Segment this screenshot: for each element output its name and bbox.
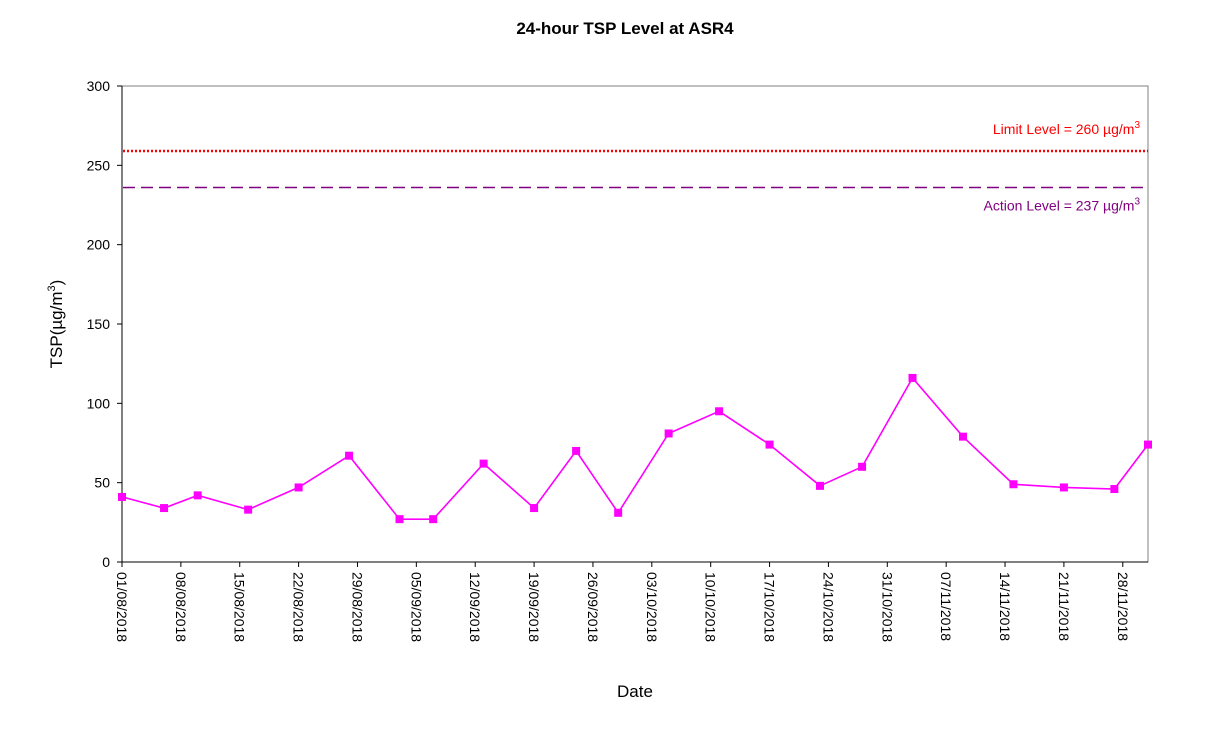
data-point	[345, 451, 354, 460]
y-tick-label: 100	[87, 395, 111, 411]
x-tick-label: 01/08/2018	[114, 572, 130, 642]
data-point	[715, 407, 724, 416]
data-point	[664, 429, 673, 438]
x-tick-label: 08/08/2018	[173, 572, 189, 642]
data-point	[193, 491, 202, 500]
data-point	[160, 504, 169, 513]
x-tick-label: 15/08/2018	[232, 572, 248, 642]
reference-lines: Limit Level = 260 µg/m3 Action Level = 23…	[123, 120, 1148, 214]
x-tick-label: 05/09/2018	[408, 572, 424, 642]
series-tsp	[118, 373, 1152, 524]
data-point	[1009, 480, 1018, 489]
y-tick-label: 50	[94, 475, 110, 491]
data-point	[244, 505, 253, 514]
x-tick-label: 22/08/2018	[291, 572, 307, 642]
data-point	[816, 481, 825, 490]
data-point	[479, 459, 488, 468]
y-tick-label: 0	[102, 554, 110, 570]
data-point	[1110, 485, 1119, 494]
x-tick-label: 14/11/2018	[997, 572, 1013, 641]
data-point	[530, 504, 539, 513]
action-level-label: Action Level = 237 µg/m3	[984, 197, 1141, 214]
x-tick-label: 12/09/2018	[467, 572, 483, 642]
x-tick-label: 17/10/2018	[762, 572, 778, 642]
y-tick-label: 250	[87, 157, 111, 173]
y-tick-label: 300	[87, 78, 111, 94]
x-tick-label: 29/08/2018	[349, 572, 365, 642]
data-point	[614, 508, 623, 517]
x-axis: 01/08/2018 08/08/2018 15/08/2018 22/08/2018…	[114, 561, 1148, 642]
y-tick-label: 150	[87, 316, 111, 332]
y-tick-label: 200	[87, 237, 111, 253]
data-point	[908, 373, 917, 382]
y-axis-label: TSP(µg/m3)	[46, 280, 66, 369]
data-point	[1144, 440, 1152, 449]
x-tick-label: 28/11/2018	[1115, 572, 1131, 641]
x-tick-label: 19/09/2018	[526, 572, 542, 642]
data-point	[858, 462, 867, 471]
data-point	[395, 515, 404, 524]
x-tick-label: 21/11/2018	[1056, 572, 1072, 641]
data-point	[294, 483, 303, 492]
x-tick-label: 03/10/2018	[644, 572, 660, 642]
chart-title: 24-hour TSP Level at ASR4	[516, 19, 734, 38]
data-point	[765, 440, 774, 449]
x-tick-label: 24/10/2018	[820, 572, 836, 642]
data-point	[572, 446, 581, 455]
data-point	[958, 432, 967, 441]
x-tick-label: 07/11/2018	[938, 572, 954, 641]
y-axis: 0 50 100 150 200 250 300	[87, 78, 123, 570]
x-tick-label: 26/09/2018	[585, 572, 601, 642]
data-point	[118, 492, 126, 501]
x-axis-label: Date	[617, 682, 653, 701]
data-point	[1059, 483, 1068, 492]
x-tick-label: 10/10/2018	[703, 572, 719, 642]
series-line	[121, 376, 1149, 521]
data-point	[429, 515, 438, 524]
plot-area	[121, 85, 1149, 563]
limit-level-label: Limit Level = 260 µg/m3	[993, 120, 1141, 137]
x-tick-label: 31/10/2018	[879, 572, 895, 642]
